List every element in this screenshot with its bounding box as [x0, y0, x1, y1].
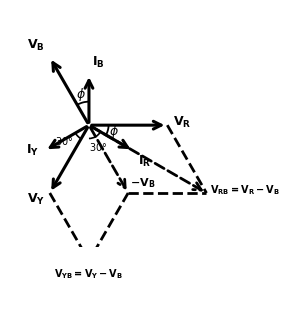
Text: $30°$: $30°$	[55, 135, 73, 147]
Text: $\mathbf{I_R}$: $\mathbf{I_R}$	[138, 154, 151, 169]
Text: $\mathbf{I_Y}$: $\mathbf{I_Y}$	[26, 143, 39, 158]
Text: $\mathbf{V_R}$: $\mathbf{V_R}$	[173, 114, 191, 130]
Text: $\mathbf{I_B}$: $\mathbf{I_B}$	[92, 54, 105, 70]
Text: $\phi$: $\phi$	[109, 123, 119, 140]
Text: $\mathbf{V_{YB}=V_Y-V_B}$: $\mathbf{V_{YB}=V_Y-V_B}$	[54, 267, 124, 281]
Text: $\mathbf{V_Y}$: $\mathbf{V_Y}$	[27, 192, 45, 207]
Text: $\mathbf{-V_B}$: $\mathbf{-V_B}$	[130, 176, 156, 190]
Text: $\phi$: $\phi$	[76, 86, 86, 103]
Text: $\mathbf{V_B}$: $\mathbf{V_B}$	[27, 38, 45, 53]
Text: $30°$: $30°$	[89, 142, 108, 153]
Text: $\mathbf{V_{RB}=V_R-V_B}$: $\mathbf{V_{RB}=V_R-V_B}$	[210, 183, 280, 197]
